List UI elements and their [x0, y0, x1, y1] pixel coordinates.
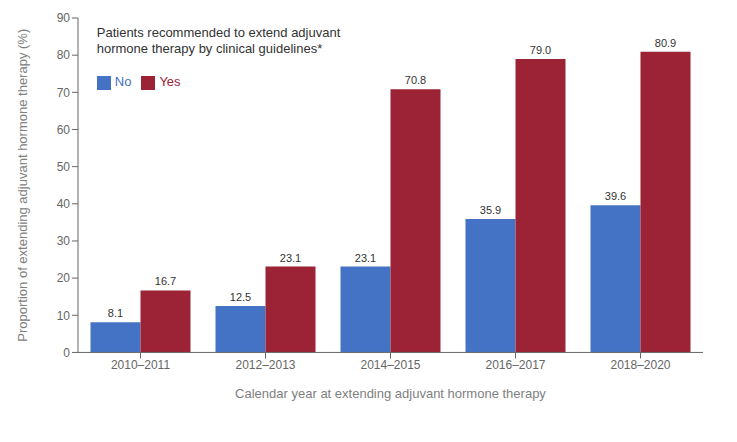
svg-text:40: 40 — [57, 197, 71, 211]
svg-text:80: 80 — [57, 48, 71, 62]
svg-text:30: 30 — [57, 234, 71, 248]
svg-text:2018–2020: 2018–2020 — [610, 358, 670, 372]
svg-text:0: 0 — [63, 346, 70, 360]
svg-text:16.7: 16.7 — [155, 275, 176, 287]
svg-text:60: 60 — [57, 123, 71, 137]
svg-text:12.5: 12.5 — [230, 291, 251, 303]
svg-text:8.1: 8.1 — [108, 307, 123, 319]
svg-text:90: 90 — [57, 11, 71, 25]
html-text:Patients recommended to extend: Patients recommended to extend adjuvant … — [96, 25, 341, 56]
html-text:No: No — [114, 74, 132, 89]
svg-text:2014–2015: 2014–2015 — [360, 358, 420, 372]
svg-text:70.8: 70.8 — [405, 74, 426, 86]
svg-text:10: 10 — [57, 309, 71, 323]
svg-text:79.0: 79.0 — [530, 44, 551, 56]
svg-text:20: 20 — [57, 271, 71, 285]
svg-text:Calendar year at extending adj: Calendar year at extending adjuvant horm… — [235, 386, 546, 401]
svg-text:70: 70 — [57, 86, 71, 100]
svg-text:2010–2011: 2010–2011 — [111, 358, 171, 372]
html-text:Yes: Yes — [159, 74, 181, 89]
svg-text:2016–2017: 2016–2017 — [485, 358, 545, 372]
svg-text:39.6: 39.6 — [605, 190, 626, 202]
svg-text:23.1: 23.1 — [355, 252, 376, 264]
svg-text:35.9: 35.9 — [480, 204, 501, 216]
svg-text:Proportion of extending adjuva: Proportion of extending adjuvant hormone… — [15, 29, 30, 342]
svg-text:23.1: 23.1 — [280, 252, 301, 264]
svg-text:50: 50 — [57, 160, 71, 174]
svg-text:80.9: 80.9 — [655, 37, 676, 49]
svg-text:2012–2013: 2012–2013 — [235, 358, 295, 372]
